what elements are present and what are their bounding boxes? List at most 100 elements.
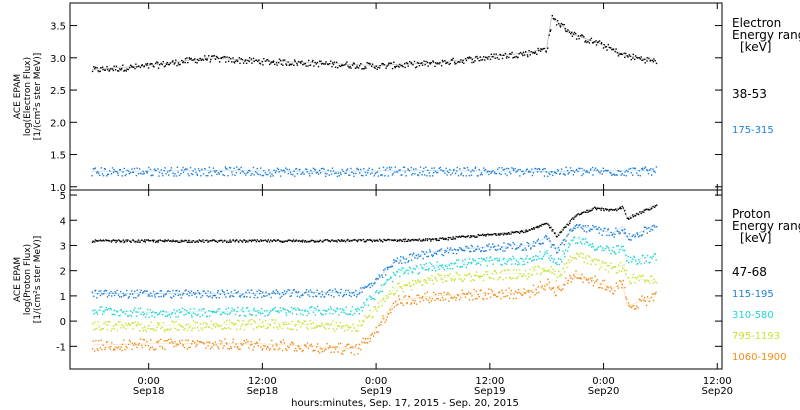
- proton-point: [458, 298, 461, 301]
- proton-point: [328, 345, 331, 347]
- electron-point: [434, 65, 436, 67]
- electron-point: [567, 173, 569, 175]
- proton-point: [460, 296, 462, 299]
- proton-point: [649, 282, 651, 284]
- proton-point: [342, 308, 344, 310]
- proton-point: [585, 238, 587, 240]
- proton-point: [532, 245, 534, 247]
- proton-point: [575, 215, 577, 217]
- proton-point: [235, 322, 237, 325]
- proton-point: [104, 348, 106, 351]
- proton-point: [539, 224, 541, 227]
- electron-point: [627, 171, 629, 173]
- proton-point: [654, 293, 657, 295]
- electron-point: [507, 167, 510, 170]
- proton-point: [152, 311, 154, 313]
- electron-point: [228, 56, 230, 59]
- proton-point: [304, 344, 306, 346]
- proton-point: [229, 295, 232, 297]
- proton-point: [177, 344, 179, 346]
- proton-point: [517, 261, 519, 263]
- electron-point: [332, 62, 334, 64]
- electron-point: [404, 66, 406, 69]
- electron-point: [496, 57, 498, 59]
- proton-point: [640, 212, 642, 215]
- proton-point: [301, 309, 303, 312]
- proton-point: [532, 255, 534, 258]
- proton-point: [444, 298, 446, 300]
- proton-point: [216, 241, 219, 243]
- electron-point: [588, 172, 590, 174]
- proton-point: [315, 308, 317, 310]
- electron-point: [412, 64, 414, 66]
- proton-point: [500, 263, 502, 266]
- proton-point: [360, 325, 362, 327]
- proton-legend-entry: 310-580: [732, 310, 774, 321]
- electron-point: [119, 169, 122, 171]
- electron-point: [141, 64, 143, 66]
- electron-point: [572, 33, 575, 35]
- proton-point: [424, 239, 426, 242]
- electron-point: [337, 172, 339, 174]
- proton-point: [577, 242, 579, 244]
- proton-point: [213, 239, 216, 241]
- electron-point: [225, 61, 227, 63]
- proton-point: [348, 313, 350, 315]
- proton-point: [261, 326, 263, 328]
- proton-point: [414, 238, 416, 241]
- proton-point: [101, 293, 103, 295]
- proton-point: [453, 263, 456, 265]
- proton-point: [124, 240, 126, 243]
- electron-point: [634, 58, 636, 61]
- proton-point: [476, 236, 478, 238]
- proton-point: [571, 230, 573, 232]
- electron-point: [614, 174, 616, 176]
- electron-point: [182, 61, 185, 63]
- proton-point: [451, 263, 453, 265]
- proton-point: [462, 235, 464, 237]
- proton-point: [116, 289, 118, 292]
- proton-point: [337, 308, 339, 310]
- proton-point: [495, 234, 497, 236]
- proton-point: [392, 293, 395, 295]
- proton-point: [488, 288, 490, 290]
- electron-point: [367, 62, 370, 65]
- electron-point: [558, 173, 561, 175]
- electron-point: [365, 174, 367, 176]
- proton-ytick-label: 5: [60, 191, 66, 202]
- proton-point: [456, 259, 458, 261]
- electron-point: [600, 170, 602, 172]
- proton-point: [248, 291, 251, 294]
- proton-point: [299, 348, 302, 350]
- proton-point: [523, 288, 525, 290]
- proton-point: [245, 323, 247, 326]
- electron-point: [213, 55, 216, 57]
- proton-point: [427, 299, 429, 301]
- electron-point: [424, 64, 426, 66]
- proton-point: [613, 251, 615, 253]
- proton-point: [201, 314, 204, 316]
- proton-point: [430, 254, 433, 256]
- proton-point: [415, 239, 417, 241]
- proton-point: [501, 289, 503, 292]
- electron-point: [641, 167, 644, 169]
- proton-point: [543, 288, 545, 290]
- proton-point: [519, 273, 521, 275]
- proton-point: [321, 324, 324, 326]
- electron-point: [638, 57, 640, 59]
- proton-point: [645, 304, 648, 307]
- electron-point: [590, 37, 593, 40]
- proton-point: [522, 293, 524, 296]
- proton-point: [470, 261, 472, 264]
- proton-point: [207, 345, 209, 347]
- proton-point: [578, 236, 580, 239]
- proton-point: [98, 340, 100, 342]
- x-axis-label: hours:minutes, Sep. 17, 2015 - Sep. 20, …: [291, 398, 519, 409]
- electron-point: [236, 59, 238, 61]
- proton-point: [180, 297, 183, 299]
- proton-point: [122, 292, 124, 295]
- proton-point: [631, 305, 633, 307]
- proton-point: [137, 344, 140, 346]
- proton-point: [447, 292, 449, 294]
- proton-point: [218, 326, 221, 328]
